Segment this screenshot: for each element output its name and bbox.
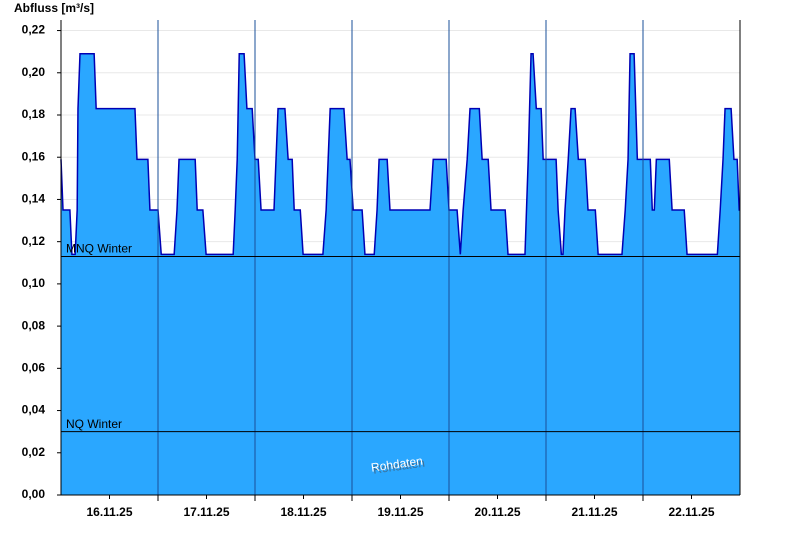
y-tick-label: 0,02 [22,445,46,459]
x-tick-label: 20.11.25 [474,505,520,519]
y-axis-label: Abfluss [m³/s] [14,1,94,15]
x-tick-label: 19.11.25 [377,505,423,519]
reference-label: NQ Winter [66,417,122,431]
line [60,53,740,256]
x-tick-label: 22.11.25 [668,505,714,519]
x-tick-label: 21.11.25 [571,505,617,519]
y-tick-label: 0,06 [22,361,46,375]
y-tick-label: 0,22 [22,23,46,37]
y-tick-label: 0,12 [22,234,46,248]
x-tick-label: 16.11.25 [86,505,132,519]
y-tick-label: 0,00 [22,487,46,501]
y-tick-label: 0,18 [22,107,46,121]
y-tick-label: 0,14 [22,192,46,206]
y-tick-label: 0,04 [22,403,46,417]
y-tick-label: 0,10 [22,276,46,290]
y-tick-label: 0,16 [22,149,46,163]
x-tick-label: 17.11.25 [183,505,229,519]
reference-label: MNQ Winter [66,242,132,256]
area [61,53,740,496]
x-tick-label: 18.11.25 [280,505,326,519]
y-tick-label: 0,08 [22,318,46,332]
y-tick-label: 0,20 [22,65,46,79]
